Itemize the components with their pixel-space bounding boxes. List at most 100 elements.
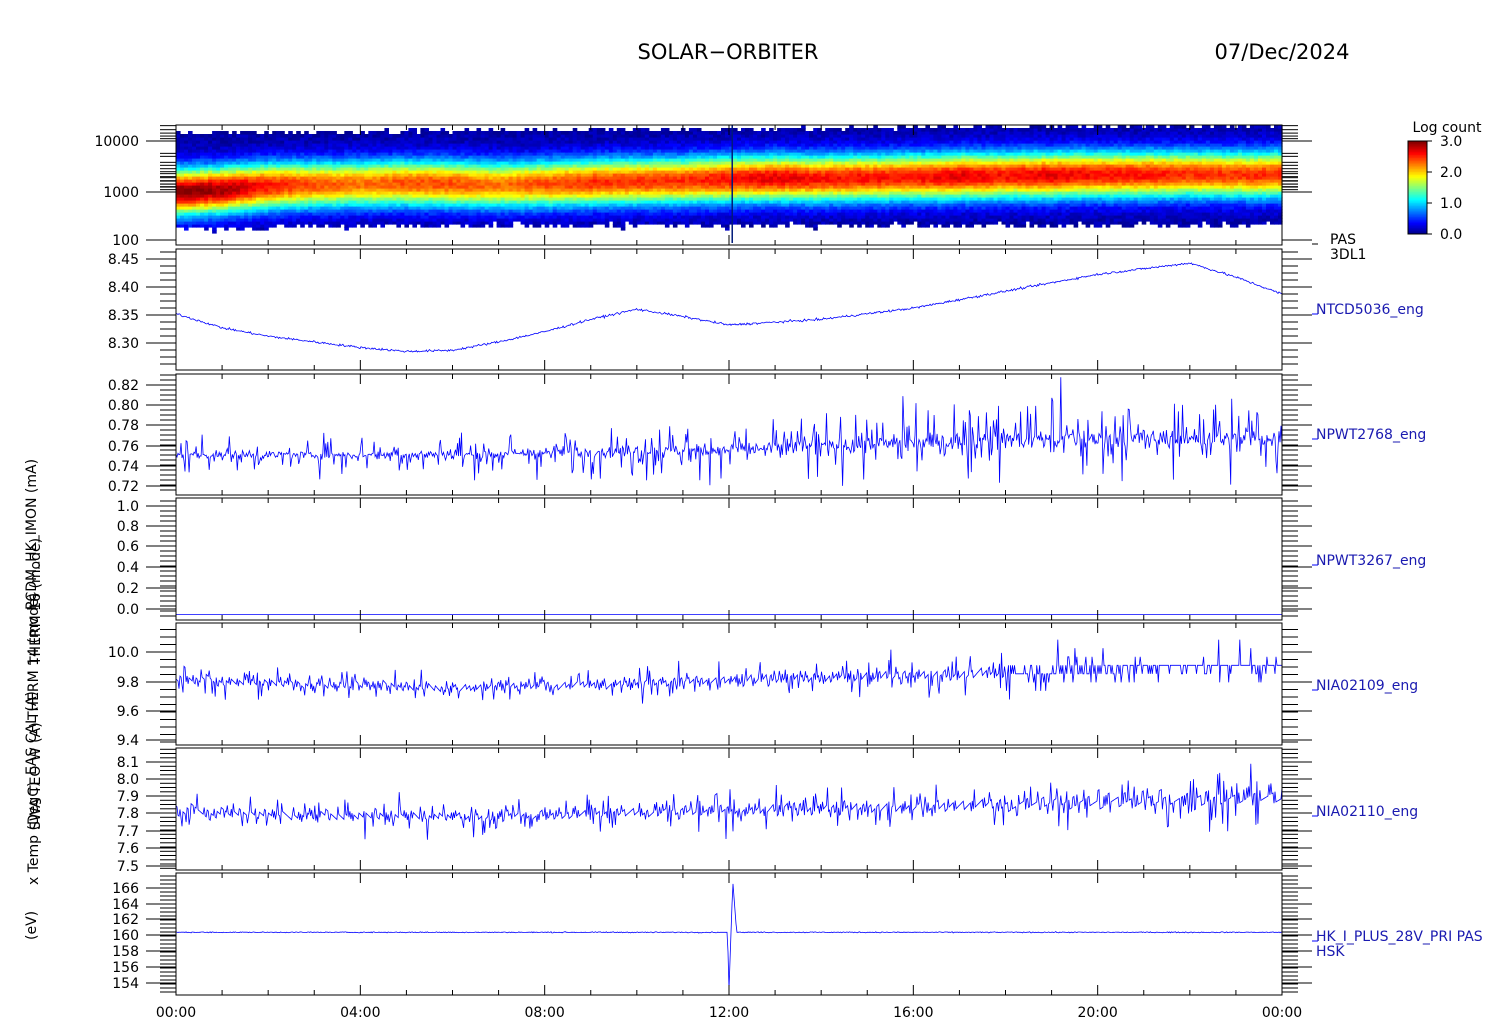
spectrogram-cell	[556, 140, 562, 144]
spectrogram-cell	[188, 203, 193, 207]
spectrogram-cell	[296, 173, 301, 177]
spectrogram-cell	[372, 155, 377, 159]
spectrogram-cell	[464, 161, 470, 165]
spectrogram-cell	[228, 152, 233, 156]
spectrogram-cell	[484, 170, 490, 174]
spectrogram-cell	[324, 131, 329, 135]
spectrogram-cell	[380, 203, 385, 207]
spectrogram-cell	[484, 191, 490, 195]
spectrogram-cell	[320, 137, 325, 141]
spectrogram-cell	[424, 155, 429, 159]
spectrogram-cell	[368, 185, 373, 189]
spectrogram-cell	[436, 152, 442, 156]
spectrogram-cell	[256, 179, 261, 183]
spectrogram-cell	[252, 179, 257, 183]
spectrogram-cell	[560, 209, 566, 213]
spectrogram-cell	[624, 194, 630, 198]
spectrogram-cell	[612, 173, 618, 177]
spectrogram-cell	[544, 203, 550, 207]
spectrogram-cell	[596, 176, 602, 180]
spectrogram-cell	[292, 143, 297, 147]
spectrogram-cell	[456, 158, 462, 162]
spectrogram-cell	[320, 149, 325, 153]
spectrogram-cell	[380, 167, 385, 171]
spectrogram-cell	[196, 179, 201, 183]
spectrogram-cell	[516, 203, 522, 207]
spectrogram-cell	[500, 152, 506, 156]
spectrogram-cell	[216, 200, 221, 204]
spectrogram-cell	[196, 161, 201, 165]
spectrogram-cell	[472, 173, 478, 177]
spectrogram-cell	[368, 224, 373, 228]
spectrogram-cell	[292, 215, 297, 219]
spectrogram-cell	[204, 179, 209, 183]
spectrogram-cell	[200, 197, 205, 201]
spectrogram-cell	[452, 131, 458, 135]
spectrogram-cell	[588, 200, 594, 204]
spectrogram-cell	[448, 152, 454, 156]
spectrogram-cell	[552, 152, 558, 156]
spectrogram-cell	[520, 206, 526, 210]
spectrogram-cell	[188, 146, 193, 150]
spectrogram-cell	[544, 206, 550, 210]
spectrogram-cell	[616, 224, 622, 228]
spectrogram-cell	[320, 131, 325, 135]
spectrogram-cell	[384, 149, 389, 153]
spectrogram-cell	[372, 140, 377, 144]
spectrogram-cell	[408, 194, 413, 198]
spectrogram-cell	[284, 188, 289, 192]
spectrogram-cell	[512, 191, 518, 195]
spectrogram-cell	[352, 134, 357, 138]
spectrogram-cell	[552, 170, 558, 174]
spectrogram-cell	[520, 203, 526, 207]
spectrogram-cell	[228, 155, 233, 159]
spectrogram-cell	[244, 218, 249, 222]
spectrogram-cell	[188, 131, 193, 135]
spectrogram-cell	[392, 200, 397, 204]
spectrogram-cell	[592, 194, 598, 198]
spectrogram-cell	[480, 131, 486, 135]
spectrogram-cell	[196, 164, 201, 168]
spectrogram-cell	[176, 215, 181, 219]
spectrogram-cell	[332, 200, 337, 204]
spectrogram-cell	[476, 128, 482, 132]
spectrogram-cell	[560, 158, 566, 162]
spectrogram-cell	[452, 164, 458, 168]
spectrogram-cell	[264, 146, 269, 150]
spectrogram-cell	[284, 158, 289, 162]
spectrogram-cell	[180, 155, 185, 159]
spectrogram-cell	[492, 182, 498, 186]
spectrogram-cell	[336, 134, 341, 138]
spectrogram-cell	[340, 164, 345, 168]
spectrogram-cell	[276, 203, 281, 207]
spectrogram-cell	[480, 173, 486, 177]
spectrogram-cell	[236, 221, 241, 225]
spectrogram-cell	[216, 149, 221, 153]
spectrogram-cell	[336, 218, 341, 222]
spectrogram-cell	[568, 197, 574, 201]
spectrogram-cell	[388, 170, 393, 174]
spectrogram-cell	[380, 221, 385, 225]
spectrogram-cell	[320, 179, 325, 183]
spectrogram-cell	[276, 140, 281, 144]
spectrogram-cell	[408, 146, 413, 150]
spectrogram-cell	[576, 140, 582, 144]
spectrogram-cell	[516, 143, 522, 147]
spectrogram-cell	[749, 128, 754, 132]
spectrogram-cell	[180, 137, 185, 141]
spectrogram-cell	[520, 191, 526, 195]
spectrogram-cell	[356, 200, 361, 204]
spectrogram-cell	[264, 143, 269, 147]
spectrogram-cell	[328, 215, 333, 219]
spectrogram-cell	[360, 143, 365, 147]
spectrogram-cell	[448, 167, 454, 171]
spectrogram-cell	[536, 140, 542, 144]
spectrogram-cell	[368, 155, 373, 159]
spectrogram-cell	[232, 149, 237, 153]
spectrogram-cell	[620, 182, 626, 186]
spectrogram-cell	[276, 167, 281, 171]
spectrogram-cell	[544, 221, 550, 225]
spectrogram-cell	[476, 221, 482, 225]
spectrogram-cell	[272, 176, 277, 180]
spectrogram-cell	[596, 131, 602, 135]
